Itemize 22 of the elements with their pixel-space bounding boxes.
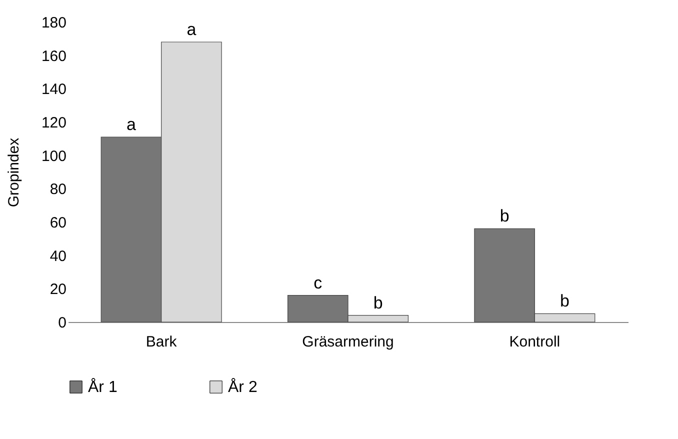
y-tick-label: 120 <box>41 114 66 132</box>
data-label: c <box>314 273 323 292</box>
y-tick-label: 60 <box>50 214 66 232</box>
y-tick-label: 140 <box>41 81 66 98</box>
x-tick-label: Bark <box>146 334 178 350</box>
x-tick-label: Kontroll <box>509 334 560 350</box>
y-tick-label: 160 <box>41 48 66 65</box>
data-label: b <box>500 206 510 226</box>
y-tick-label: 180 <box>41 14 66 32</box>
x-tick-label: Gräsarmering <box>302 334 394 350</box>
y-tick-label: 40 <box>50 248 66 265</box>
y-tick-label: 20 <box>50 281 66 298</box>
y-axis-title: Gropindex <box>5 137 22 208</box>
data-label: b <box>373 293 383 312</box>
data-label: a <box>126 115 136 134</box>
y-tick-label: 0 <box>58 314 66 332</box>
legend-label: År 1 <box>88 378 118 396</box>
data-label: b <box>560 292 570 311</box>
y-tick-label: 100 <box>41 148 66 165</box>
data-label: a <box>186 20 197 39</box>
legend-label: År 2 <box>228 378 258 396</box>
y-tick-label: 80 <box>50 181 66 198</box>
